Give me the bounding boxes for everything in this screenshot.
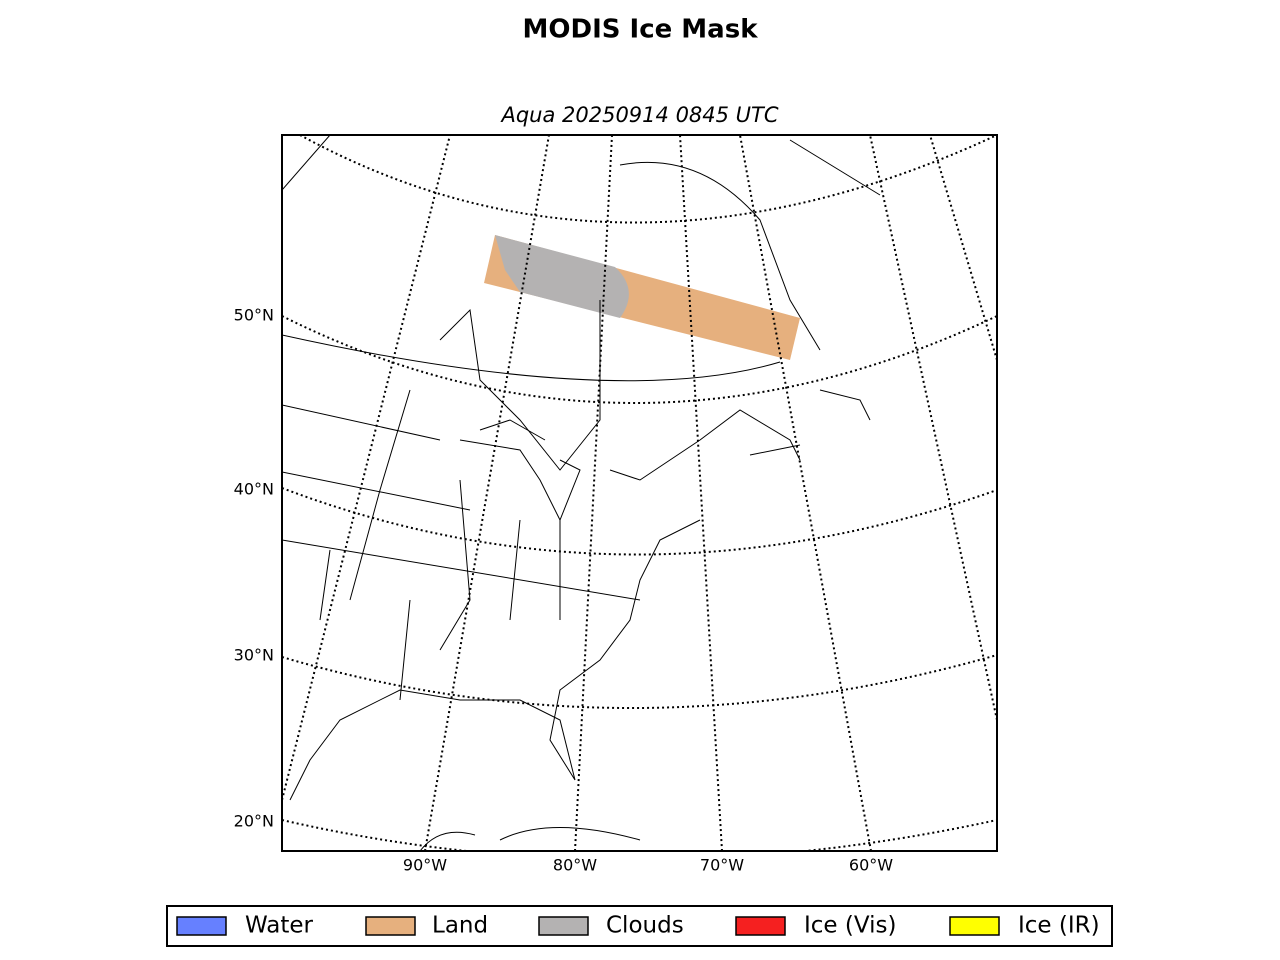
lon-label: 80°W: [553, 856, 597, 875]
lat-label: 30°N: [234, 646, 274, 665]
legend-swatch: [735, 916, 786, 936]
lon-label: 90°W: [403, 856, 447, 875]
axis-labels: 50°N 40°N 30°N 20°N 90°W 80°W 70°W 60°W: [234, 306, 894, 875]
lon-label: 70°W: [700, 856, 744, 875]
legend-label: Ice (IR): [1018, 913, 1100, 939]
legend-label: Clouds: [606, 913, 684, 939]
lat-label: 20°N: [234, 812, 274, 831]
legend: Water Land Clouds Ice (Vis) Ice (IR): [176, 913, 1100, 939]
cloud-swath: [495, 235, 629, 318]
map-frame: [281, 134, 998, 852]
legend-swatch: [365, 916, 416, 936]
subtitle: Aqua 20250914 0845 UTC: [499, 103, 778, 127]
title: MODIS Ice Mask: [523, 15, 759, 45]
legend-label: Land: [432, 913, 488, 939]
legend-swatch: [949, 916, 1000, 936]
graticule: [282, 135, 997, 851]
lon-label: 60°W: [849, 856, 893, 875]
map-area: [282, 135, 997, 851]
legend-label: Water: [245, 913, 314, 939]
satellite-swath: [484, 235, 800, 360]
legend-label: Ice (Vis): [804, 913, 896, 939]
lat-label: 40°N: [234, 480, 274, 499]
lat-label: 50°N: [234, 306, 274, 325]
coastlines: [282, 135, 881, 851]
legend-swatch: [176, 916, 227, 936]
legend-swatch: [538, 916, 589, 936]
